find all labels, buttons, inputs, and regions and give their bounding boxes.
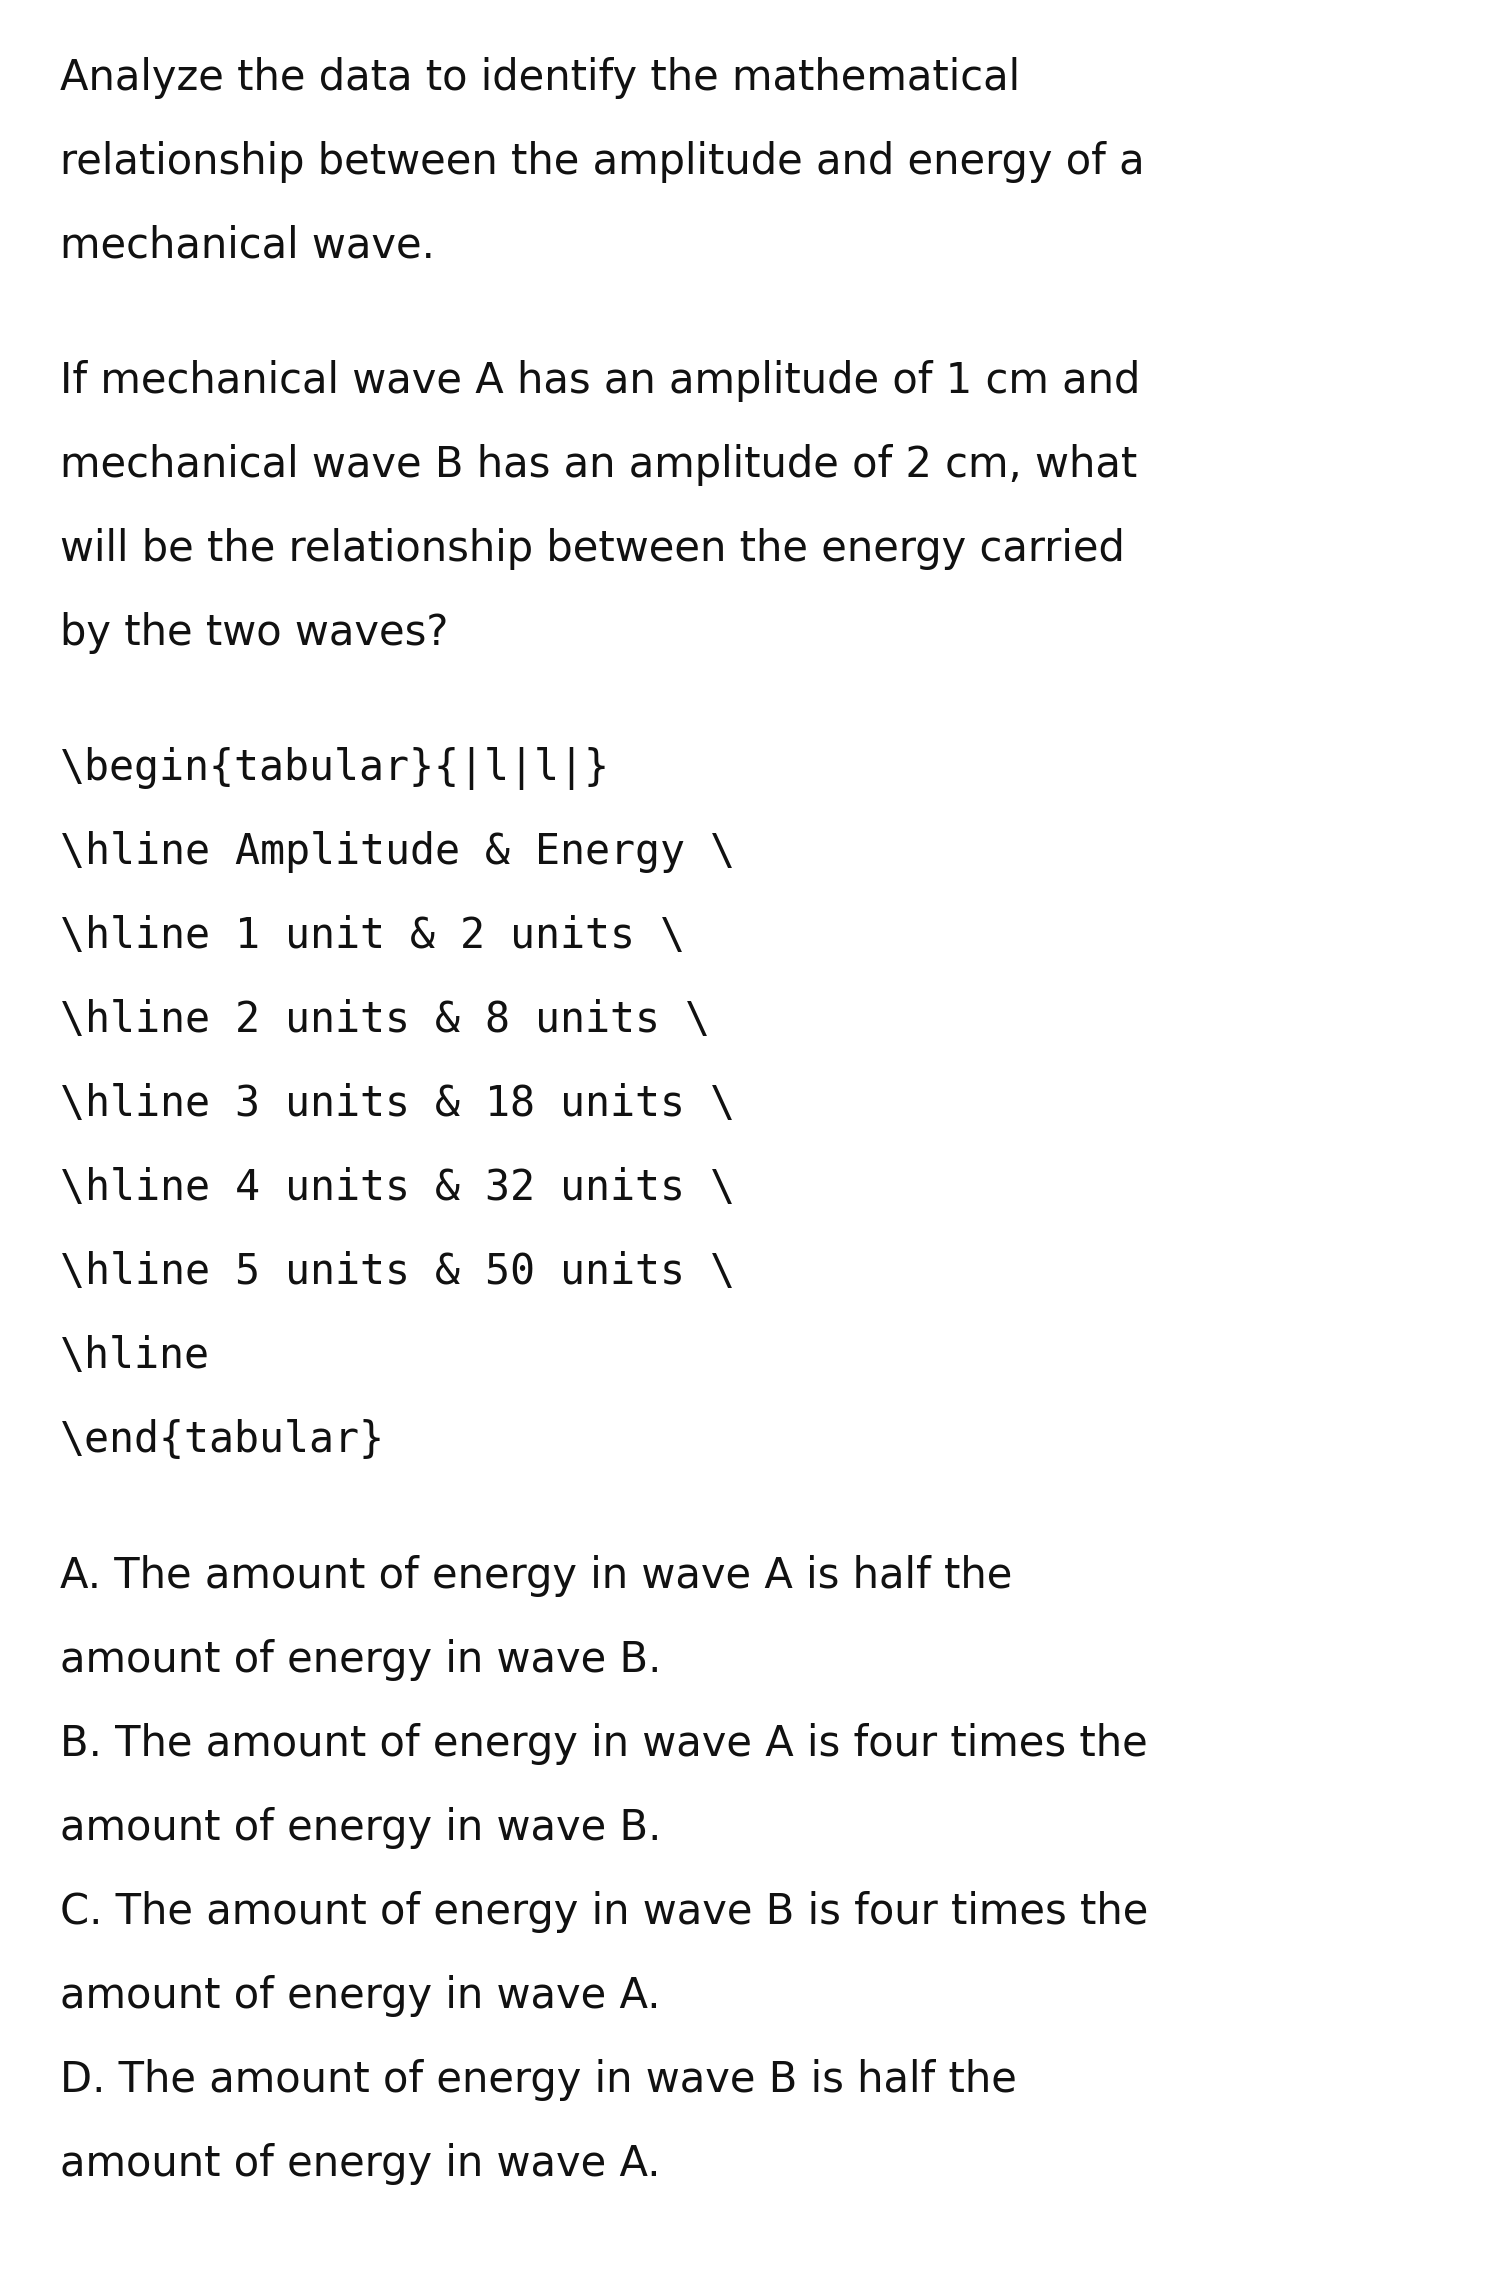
Text: B. The amount of energy in wave A is four times the: B. The amount of energy in wave A is fou… [60, 1722, 1148, 1765]
Text: C. The amount of energy in wave B is four times the: C. The amount of energy in wave B is fou… [60, 1890, 1149, 1933]
Text: \hline 4 units & 32 units \: \hline 4 units & 32 units \ [60, 1168, 735, 1209]
Text: amount of energy in wave A.: amount of energy in wave A. [60, 1974, 660, 2018]
Text: \hline 1 unit & 2 units \: \hline 1 unit & 2 units \ [60, 916, 686, 957]
Text: \hline 2 units & 8 units \: \hline 2 units & 8 units \ [60, 1000, 710, 1041]
Text: mechanical wave B has an amplitude of 2 cm, what: mechanical wave B has an amplitude of 2 … [60, 443, 1137, 486]
Text: If mechanical wave A has an amplitude of 1 cm and: If mechanical wave A has an amplitude of… [60, 359, 1140, 402]
Text: will be the relationship between the energy carried: will be the relationship between the ene… [60, 527, 1125, 570]
Text: amount of energy in wave B.: amount of energy in wave B. [60, 1638, 662, 1681]
Text: amount of energy in wave B.: amount of energy in wave B. [60, 1806, 662, 1849]
Text: relationship between the amplitude and energy of a: relationship between the amplitude and e… [60, 141, 1144, 182]
Text: \hline: \hline [60, 1336, 210, 1377]
Text: A. The amount of energy in wave A is half the: A. The amount of energy in wave A is hal… [60, 1554, 1012, 1597]
Text: D. The amount of energy in wave B is half the: D. The amount of energy in wave B is hal… [60, 2058, 1017, 2102]
Text: amount of energy in wave A.: amount of energy in wave A. [60, 2142, 660, 2186]
Text: by the two waves?: by the two waves? [60, 611, 448, 654]
Text: Analyze the data to identify the mathematical: Analyze the data to identify the mathema… [60, 57, 1020, 98]
Text: mechanical wave.: mechanical wave. [60, 225, 435, 266]
Text: \hline 5 units & 50 units \: \hline 5 units & 50 units \ [60, 1252, 735, 1293]
Text: \begin{tabular}{|l|l|}: \begin{tabular}{|l|l|} [60, 747, 610, 791]
Text: \hline Amplitude & Energy \: \hline Amplitude & Energy \ [60, 832, 735, 872]
Text: \end{tabular}: \end{tabular} [60, 1420, 386, 1461]
Text: \hline 3 units & 18 units \: \hline 3 units & 18 units \ [60, 1084, 735, 1125]
